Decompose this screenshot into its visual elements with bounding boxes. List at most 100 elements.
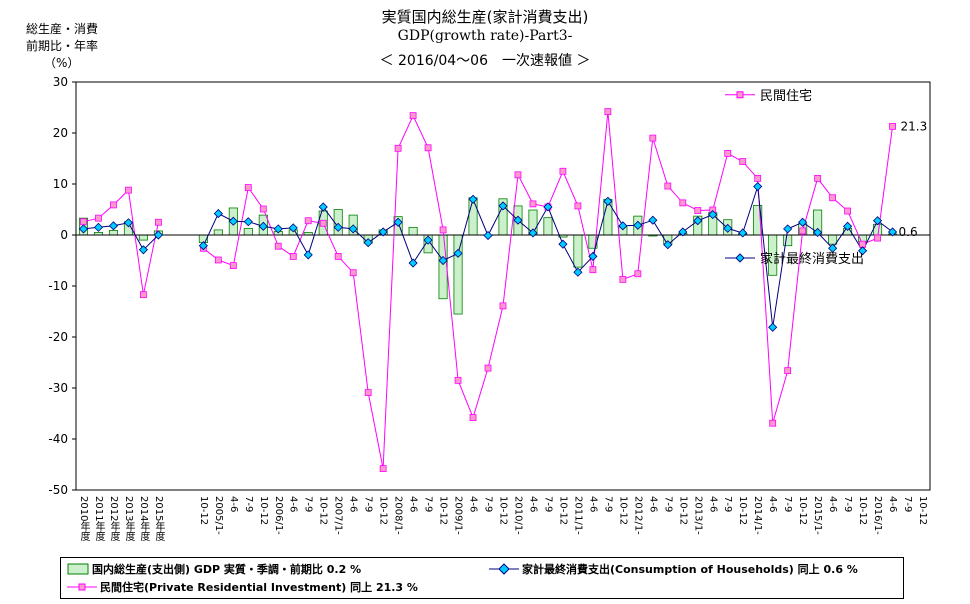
x-tick-label: 2012年度 <box>108 496 120 542</box>
households-point <box>303 250 313 260</box>
x-tick-label: 7-9 <box>722 496 733 512</box>
x-tick-label: 10-12 <box>258 496 269 525</box>
x-tick-label: 4-6 <box>527 496 538 512</box>
residential-point <box>289 253 297 260</box>
legend-households-label: 家計最終消費支出(Consumption of Households) 同上 0… <box>522 563 858 576</box>
x-tick-label: 2010/1- <box>512 496 523 535</box>
residential-point <box>214 256 222 264</box>
residential-point <box>679 199 687 207</box>
households-point <box>423 235 433 245</box>
households-point <box>798 217 808 227</box>
households-label-marker <box>735 253 745 263</box>
gdp-bar <box>243 227 253 236</box>
x-tick-label: 2011年度 <box>93 496 105 542</box>
x-tick-label: 4-6 <box>647 496 658 512</box>
legend-residential-label: 民間住宅(Private Residential Investment) 同上 … <box>100 581 418 594</box>
gdp-bar <box>213 229 223 236</box>
residential-point <box>95 214 102 222</box>
y-tick-label: 10 <box>53 177 68 191</box>
residential-point <box>589 266 597 274</box>
legend-residential-marker <box>67 583 97 591</box>
x-tick-label: 7-9 <box>542 496 553 512</box>
x-tick-label: 2005/1- <box>213 496 224 535</box>
households-point <box>708 210 718 220</box>
x-tick-label: 2013年度 <box>123 496 135 542</box>
plot-area <box>75 81 931 491</box>
residential-point <box>799 227 807 235</box>
households-point <box>513 215 523 225</box>
households-point <box>558 239 568 249</box>
households-point <box>603 196 613 206</box>
x-tick-label: 2010年度 <box>78 496 90 542</box>
x-tick-label: 10-12 <box>378 496 389 525</box>
households-point <box>93 222 104 232</box>
x-tick-label: 4-6 <box>707 496 718 512</box>
y-tick-label: -50 <box>48 483 68 497</box>
residential-point <box>155 218 162 226</box>
households-point <box>363 238 373 248</box>
gdp-bar <box>783 234 793 247</box>
households-point <box>858 246 868 256</box>
residential-point <box>349 269 357 277</box>
gdp-bar <box>138 234 148 241</box>
residential-point <box>844 207 851 215</box>
x-tick-label: 7-9 <box>303 496 314 512</box>
x-tick-label: 10-12 <box>617 496 628 525</box>
residential-point <box>889 122 896 130</box>
households-point <box>453 248 463 258</box>
y-tick-label: -10 <box>48 279 68 293</box>
households-last-value: 0.6 <box>899 225 918 239</box>
households-point <box>333 222 343 232</box>
x-tick-label: 4-6 <box>408 496 419 512</box>
households-point <box>813 227 823 238</box>
households-point <box>393 217 403 227</box>
x-tick-label: 4-6 <box>767 496 778 512</box>
gdp-bar <box>828 234 838 245</box>
residential-point <box>754 174 762 182</box>
households-point <box>273 224 283 234</box>
legend-bar-swatch <box>67 563 89 575</box>
legend-residential: 民間住宅(Private Residential Investment) 同上 … <box>67 579 418 595</box>
residential-point <box>274 242 282 250</box>
residential-point <box>649 134 657 142</box>
residential-point <box>364 389 372 396</box>
x-tick-label: 2015/1- <box>812 496 823 535</box>
residential-point <box>559 167 567 175</box>
households-point <box>318 202 328 212</box>
residential-point <box>514 171 522 179</box>
x-tick-label: 7-9 <box>602 496 613 512</box>
gdp-bar <box>408 226 418 236</box>
x-tick-label: 7-9 <box>483 496 494 512</box>
households-point <box>528 228 538 238</box>
households-point <box>753 181 763 192</box>
chart-title: 実質国内総生産(家計消費支出) <box>381 8 589 26</box>
legend-households-marker <box>489 563 519 575</box>
x-tick-label: 2014/1- <box>752 496 763 535</box>
households-point <box>288 223 298 233</box>
residential-point <box>394 144 402 152</box>
x-tick-label: 7-9 <box>243 496 254 512</box>
x-tick-label: 2015年度 <box>153 496 165 542</box>
y-tick-label: -20 <box>48 330 68 344</box>
residential-line-label: 民間住宅 <box>760 89 812 104</box>
households-point <box>768 322 778 332</box>
y-axis-label-line2: 前期比・年率 <box>26 39 99 53</box>
residential-point <box>634 270 642 278</box>
x-tick-label: 7-9 <box>782 496 793 512</box>
residential-point <box>110 201 117 209</box>
households-point <box>738 228 748 238</box>
households-point <box>543 202 553 212</box>
residential-point <box>724 149 732 157</box>
x-tick-label: 2006/1- <box>273 496 284 535</box>
x-tick-label: 2008/1- <box>393 496 404 535</box>
gdp-bar <box>108 230 118 236</box>
residential-point <box>739 158 747 165</box>
gdp-bar <box>543 217 553 236</box>
residential-point <box>604 108 612 115</box>
households-point <box>468 194 478 204</box>
households-point <box>408 258 418 268</box>
households-point <box>573 267 583 277</box>
households-point <box>78 224 89 234</box>
legend-households: 家計最終消費支出(Consumption of Households) 同上 0… <box>489 561 858 577</box>
households-point <box>198 241 208 251</box>
